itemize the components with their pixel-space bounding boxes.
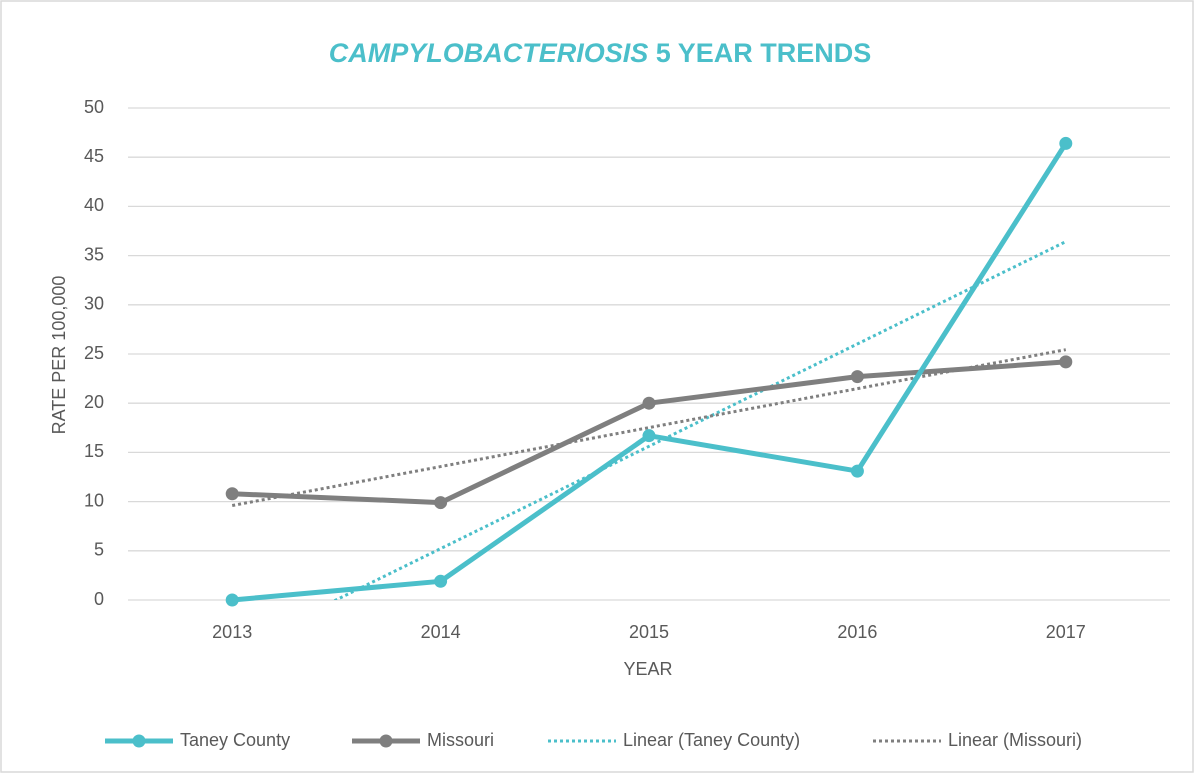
y-axis-label: RATE PER 100,000: [49, 276, 69, 435]
x-tick-label: 2017: [1046, 622, 1086, 642]
y-tick-label: 0: [94, 589, 104, 609]
x-tick-label: 2013: [212, 622, 252, 642]
legend-marker: [379, 734, 393, 748]
y-tick-label: 25: [84, 343, 104, 363]
point: [225, 593, 239, 607]
y-tick-label: 20: [84, 392, 104, 412]
y-tick-label: 15: [84, 441, 104, 461]
point: [642, 396, 656, 410]
x-axis-label: YEAR: [623, 659, 672, 679]
y-tick-label: 45: [84, 146, 104, 166]
legend-marker: [132, 734, 146, 748]
y-tick-label: 10: [84, 490, 104, 510]
point: [225, 487, 239, 501]
point: [850, 464, 864, 478]
point: [1059, 136, 1073, 150]
x-tick-label: 2016: [837, 622, 877, 642]
point: [642, 429, 656, 443]
point: [434, 574, 448, 588]
point: [850, 370, 864, 384]
x-tick-label: 2014: [421, 622, 461, 642]
legend-label: Linear (Taney County): [623, 730, 800, 750]
y-tick-label: 40: [84, 195, 104, 215]
y-tick-label: 30: [84, 294, 104, 314]
plot-area: [231, 240, 1067, 600]
legend-label: Taney County: [180, 730, 290, 750]
point: [434, 496, 448, 510]
point: [1059, 355, 1073, 369]
x-tick-label: 2015: [629, 622, 669, 642]
legend-label: Linear (Missouri): [948, 730, 1082, 750]
chart-title: CAMPYLOBACTERIOSIS 5 YEAR TRENDS: [329, 38, 872, 68]
y-tick-label: 5: [94, 540, 104, 560]
trend-line: [332, 240, 1067, 600]
y-tick-label: 50: [84, 97, 104, 117]
legend-label: Missouri: [427, 730, 494, 750]
y-tick-label: 35: [84, 244, 104, 264]
